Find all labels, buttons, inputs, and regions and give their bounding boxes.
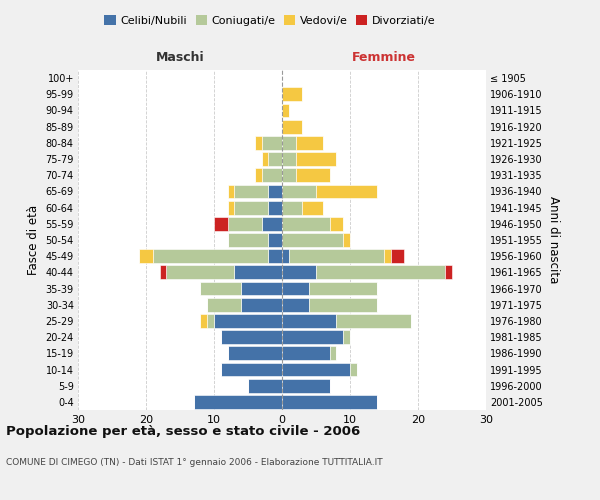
Bar	[268, 200, 282, 214]
Y-axis label: Fasce di età: Fasce di età	[27, 205, 40, 275]
Bar	[200, 314, 207, 328]
Bar	[282, 379, 329, 392]
Bar	[282, 266, 316, 280]
Bar	[282, 314, 337, 328]
Bar	[214, 217, 227, 230]
Bar	[337, 314, 411, 328]
Bar	[153, 250, 268, 263]
Text: COMUNE DI CIMEGO (TN) - Dati ISTAT 1° gennaio 2006 - Elaborazione TUTTITALIA.IT: COMUNE DI CIMEGO (TN) - Dati ISTAT 1° ge…	[6, 458, 383, 467]
Bar	[255, 136, 262, 149]
Bar	[248, 379, 282, 392]
Bar	[329, 346, 337, 360]
Bar	[302, 200, 323, 214]
Bar	[289, 250, 384, 263]
Text: Maschi: Maschi	[155, 52, 205, 64]
Bar	[282, 250, 289, 263]
Bar	[139, 250, 153, 263]
Bar	[235, 200, 268, 214]
Bar	[194, 395, 282, 409]
Bar	[343, 330, 350, 344]
Bar	[309, 282, 377, 296]
Bar	[200, 282, 241, 296]
Bar	[282, 136, 296, 149]
Bar	[227, 217, 262, 230]
Bar	[227, 200, 235, 214]
Bar	[316, 184, 377, 198]
Bar	[282, 104, 289, 118]
Bar	[282, 362, 350, 376]
Text: Popolazione per età, sesso e stato civile - 2006: Popolazione per età, sesso e stato civil…	[6, 425, 360, 438]
Bar	[282, 395, 377, 409]
Bar	[241, 282, 282, 296]
Bar	[268, 152, 282, 166]
Bar	[227, 346, 282, 360]
Bar	[391, 250, 404, 263]
Bar	[221, 362, 282, 376]
Bar	[282, 120, 302, 134]
Bar	[282, 233, 343, 247]
Text: Femmine: Femmine	[352, 52, 416, 64]
Bar	[262, 168, 282, 182]
Bar	[214, 314, 282, 328]
Bar	[207, 314, 214, 328]
Bar	[227, 233, 268, 247]
Bar	[166, 266, 235, 280]
Bar	[207, 298, 241, 312]
Bar	[262, 136, 282, 149]
Bar	[268, 250, 282, 263]
Bar	[445, 266, 452, 280]
Bar	[262, 217, 282, 230]
Bar	[221, 330, 282, 344]
Legend: Celibi/Nubili, Coniugati/e, Vedovi/e, Divorziati/e: Celibi/Nubili, Coniugati/e, Vedovi/e, Di…	[100, 10, 440, 30]
Bar	[296, 152, 337, 166]
Bar	[235, 266, 282, 280]
Y-axis label: Anni di nascita: Anni di nascita	[547, 196, 560, 284]
Bar	[282, 184, 316, 198]
Bar	[316, 266, 445, 280]
Bar	[329, 217, 343, 230]
Bar	[282, 168, 296, 182]
Bar	[255, 168, 262, 182]
Bar	[282, 152, 296, 166]
Bar	[282, 346, 329, 360]
Bar	[296, 168, 329, 182]
Bar	[343, 233, 350, 247]
Bar	[268, 184, 282, 198]
Bar	[160, 266, 166, 280]
Bar	[282, 330, 343, 344]
Bar	[282, 282, 309, 296]
Bar	[241, 298, 282, 312]
Bar	[309, 298, 377, 312]
Bar	[282, 88, 302, 101]
Bar	[235, 184, 268, 198]
Bar	[262, 152, 268, 166]
Bar	[296, 136, 323, 149]
Bar	[384, 250, 391, 263]
Bar	[350, 362, 357, 376]
Bar	[282, 298, 309, 312]
Bar	[268, 233, 282, 247]
Bar	[227, 184, 235, 198]
Bar	[282, 200, 302, 214]
Bar	[282, 217, 329, 230]
